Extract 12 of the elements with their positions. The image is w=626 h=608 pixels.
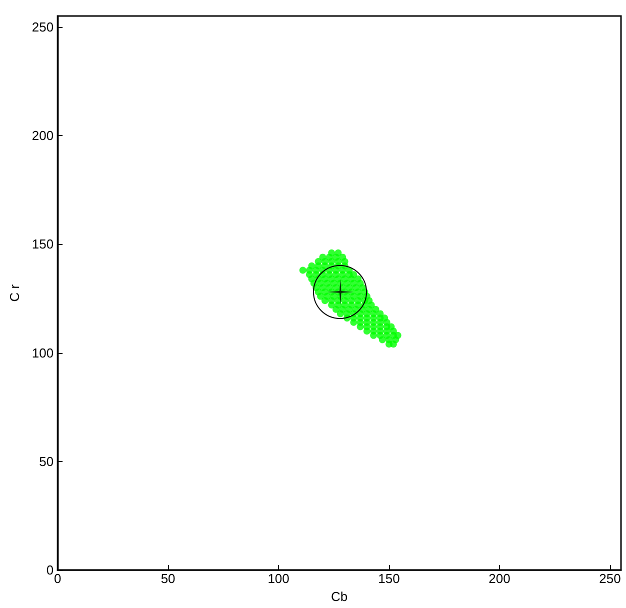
y-axis-title: C r: [7, 284, 22, 302]
y-tick-label: 150: [32, 236, 54, 252]
x-tick-label: 50: [160, 571, 176, 586]
x-tick-label: 100: [268, 571, 290, 586]
y-tick-label: 100: [32, 345, 54, 360]
x-tick-label: 200: [488, 571, 510, 586]
y-tick-label: 250: [32, 19, 54, 34]
x-tick-label: 250: [599, 571, 621, 586]
x-tick-label: 150: [378, 571, 400, 586]
x-axis-title: Cb: [330, 589, 348, 604]
y-tick-label: 200: [32, 128, 54, 144]
y-tick-label: 50: [39, 454, 54, 469]
